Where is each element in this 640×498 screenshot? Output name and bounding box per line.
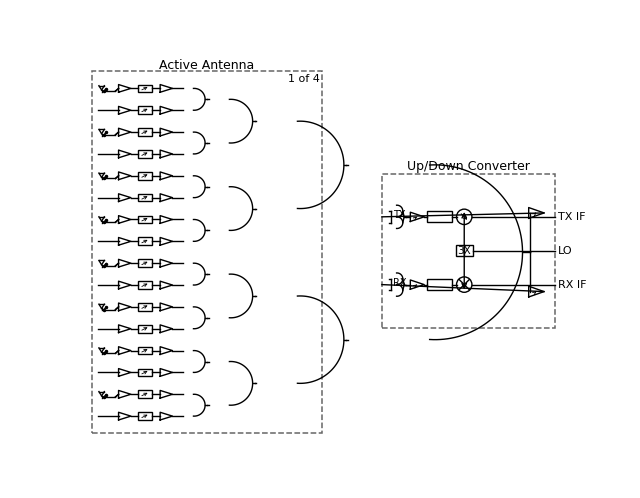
- Bar: [138, 412, 152, 420]
- Text: TX IF: TX IF: [558, 212, 586, 222]
- Bar: [138, 325, 152, 333]
- Text: Up/Down Converter: Up/Down Converter: [407, 160, 530, 173]
- Bar: [138, 259, 152, 267]
- Text: RX: RX: [393, 278, 406, 288]
- Bar: [138, 303, 152, 311]
- Text: RX IF: RX IF: [558, 279, 587, 290]
- Bar: [138, 390, 152, 398]
- Bar: [138, 150, 152, 158]
- Bar: [138, 216, 152, 223]
- Bar: [138, 194, 152, 202]
- Bar: [138, 238, 152, 245]
- Bar: [138, 85, 152, 92]
- Bar: [138, 128, 152, 136]
- Bar: [382, 174, 555, 328]
- Bar: [456, 246, 473, 256]
- Text: 3X: 3X: [458, 246, 471, 255]
- Bar: [428, 212, 452, 222]
- Text: 1 of 4: 1 of 4: [289, 74, 320, 84]
- Bar: [138, 281, 152, 289]
- Text: Active Antenna: Active Antenna: [159, 59, 255, 72]
- Bar: [92, 71, 322, 433]
- Text: LO: LO: [558, 246, 573, 255]
- Text: TX: TX: [393, 210, 405, 220]
- Bar: [138, 369, 152, 376]
- Bar: [428, 279, 452, 290]
- Bar: [138, 172, 152, 180]
- Bar: [138, 347, 152, 355]
- Bar: [138, 107, 152, 114]
